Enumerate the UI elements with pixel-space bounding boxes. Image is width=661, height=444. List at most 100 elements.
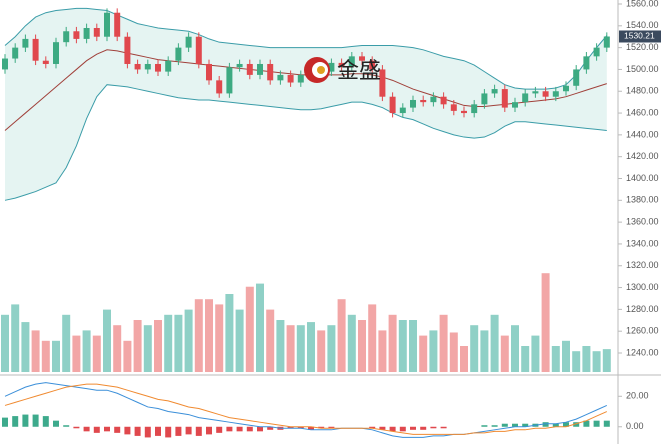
histogram-bar: [83, 426, 90, 432]
candle-body: [73, 31, 80, 39]
candle-body: [42, 60, 49, 64]
y-tick-label: 1360.00: [626, 217, 659, 227]
volume-bar: [490, 314, 499, 372]
candle-body: [593, 47, 600, 57]
volume-bar: [143, 325, 152, 372]
line: [4, 382, 608, 438]
y-tick-label: 1400.00: [626, 173, 659, 183]
candle-body: [461, 110, 467, 114]
band-area: [5, 8, 607, 201]
histogram-bar: [175, 426, 182, 436]
candle-body: [440, 96, 447, 105]
candle-body: [552, 91, 559, 97]
candle-body: [287, 74, 294, 83]
candle-body: [236, 63, 243, 68]
candle-body: [583, 56, 590, 70]
volume-bar: [470, 325, 479, 372]
candle-body: [195, 36, 202, 64]
histogram-bar: [42, 416, 49, 427]
histogram-bar: [165, 426, 172, 438]
y-tick-label: 1560.00: [626, 0, 659, 8]
volume-bar: [41, 340, 50, 372]
histogram-bar: [63, 425, 70, 427]
y-tick-label: 1320.00: [626, 260, 659, 270]
watermark-text: 金盛: [337, 59, 381, 84]
volume-bar: [541, 273, 550, 372]
y-tick-label: 1460.00: [626, 107, 659, 117]
candle-body: [573, 69, 580, 86]
histogram-bar: [379, 426, 386, 430]
volume-bar: [123, 340, 132, 372]
volume-bar: [572, 351, 581, 372]
y-tick-label: 20.00: [626, 391, 649, 401]
volume-bar: [174, 314, 183, 372]
candle-body: [53, 42, 59, 64]
band-line: [4, 84, 607, 201]
candle-body: [267, 63, 274, 81]
candle-body: [155, 63, 161, 72]
histogram-bar: [297, 426, 304, 429]
candle-body: [359, 56, 365, 61]
volume-bar: [398, 320, 407, 372]
volume-bar: [1, 314, 9, 372]
histogram-bar: [542, 422, 549, 427]
volume-bar: [62, 314, 71, 372]
volume-bar: [592, 351, 601, 372]
candle-body: [338, 62, 345, 67]
logo: [317, 66, 325, 74]
volume-bar: [307, 322, 315, 372]
histogram-bar: [2, 417, 8, 427]
y-tick-label: 1260.00: [626, 326, 659, 336]
candle-body: [481, 93, 488, 105]
price-label: 1530.21: [624, 31, 655, 41]
volume-bar: [562, 340, 570, 372]
candle-body: [420, 99, 427, 103]
histogram-bar: [124, 426, 131, 435]
histogram-bar: [522, 423, 529, 427]
volume-bar: [154, 320, 162, 372]
candle-body: [491, 89, 498, 94]
histogram-bar: [32, 414, 39, 427]
candle-body: [104, 12, 110, 37]
candle-body: [257, 63, 263, 75]
candle-body: [430, 96, 437, 103]
volume-bar: [164, 314, 173, 372]
candle-body: [226, 67, 233, 94]
band-line: [4, 7, 608, 90]
y-tick-label: 1340.00: [626, 238, 659, 248]
candle-body: [399, 107, 406, 114]
volume-bar: [358, 320, 366, 372]
histogram-bar: [12, 416, 19, 427]
volume-bar: [500, 335, 509, 372]
volume-bar: [449, 332, 458, 372]
histogram-bar: [104, 426, 110, 432]
candle-body: [410, 99, 416, 108]
y-tick-label: 1440.00: [626, 129, 659, 139]
volume-bar: [429, 330, 438, 372]
volume-bar: [235, 309, 244, 372]
candle-body: [532, 91, 539, 94]
histogram-bar: [185, 426, 192, 435]
candle-body: [93, 27, 100, 37]
volume-bar: [419, 335, 428, 372]
candle-body: [603, 36, 610, 48]
histogram-bar: [155, 426, 161, 436]
candle-body: [124, 36, 131, 64]
histogram-bar: [257, 426, 263, 432]
y-tick-label: 1380.00: [626, 195, 659, 205]
histogram-bar: [53, 420, 59, 427]
volume-bar: [113, 325, 122, 372]
volume-bar: [337, 299, 346, 372]
histogram-bar: [267, 426, 274, 430]
candle-body: [379, 69, 386, 97]
histogram-bar: [144, 426, 151, 438]
histogram-bar: [552, 423, 559, 427]
candle-body: [144, 63, 151, 70]
candle-body: [63, 31, 70, 43]
candle-body: [83, 27, 90, 39]
volume-bar: [511, 325, 519, 372]
candle-body: [542, 91, 549, 97]
volume-bar: [551, 346, 560, 372]
volume-bar: [317, 330, 326, 372]
